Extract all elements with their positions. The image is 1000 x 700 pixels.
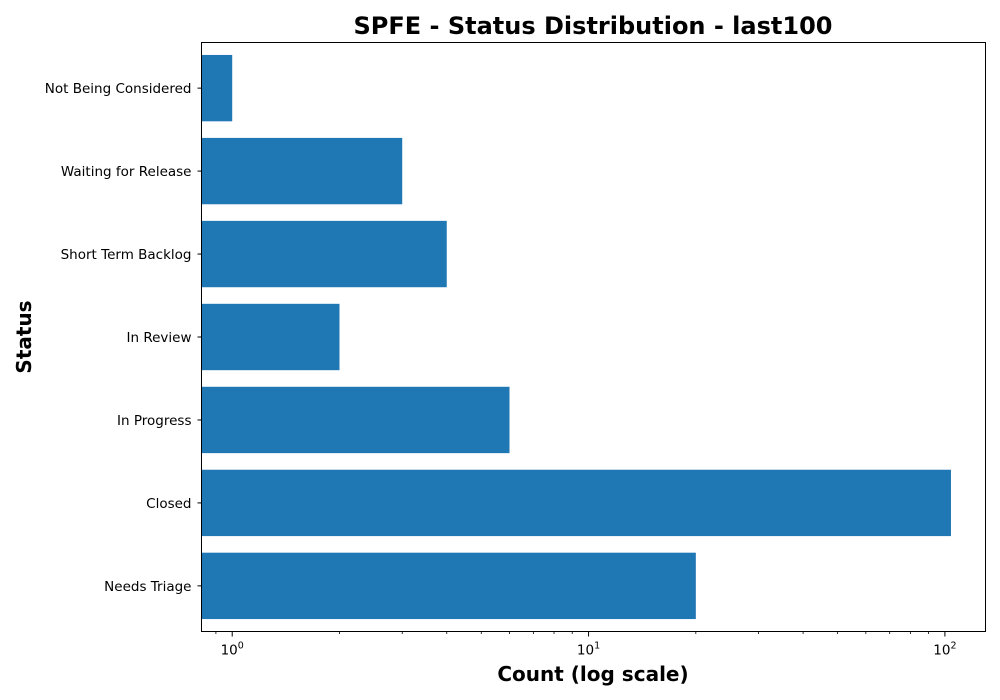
bar-in-review	[201, 303, 340, 371]
x-tick-label: 102	[933, 641, 956, 659]
y-tick-label: Waiting for Release	[61, 164, 192, 180]
y-tick-label: Short Term Backlog	[61, 247, 192, 263]
x-ticks-group: 100 101 102	[215, 631, 957, 659]
y-ticks-group: Needs Triage Closed In Progress In Review Sh…	[45, 81, 202, 595]
x-tick-label: 101	[577, 641, 600, 659]
chart-title: SPFE - Status Distribution - last100	[354, 12, 833, 40]
bar-closed	[201, 469, 951, 537]
plot-frame	[201, 42, 986, 632]
bar-not-being-considered	[201, 54, 233, 122]
y-tick-label: In Review	[127, 330, 192, 346]
x-axis-label: Count (log scale)	[497, 662, 688, 686]
x-tick-label: 100	[221, 641, 244, 659]
y-tick-label: Not Being Considered	[45, 81, 192, 97]
y-tick-label: Closed	[146, 496, 191, 512]
y-tick-label: Needs Triage	[104, 579, 191, 595]
bars-group	[201, 54, 951, 620]
y-axis-label: Status	[12, 300, 36, 373]
bar-needs-triage	[201, 552, 696, 620]
bar-short-term-backlog	[201, 220, 447, 288]
y-tick-label: In Progress	[117, 413, 191, 429]
bar-waiting-for-release	[201, 137, 403, 205]
bar-in-progress	[201, 386, 510, 454]
